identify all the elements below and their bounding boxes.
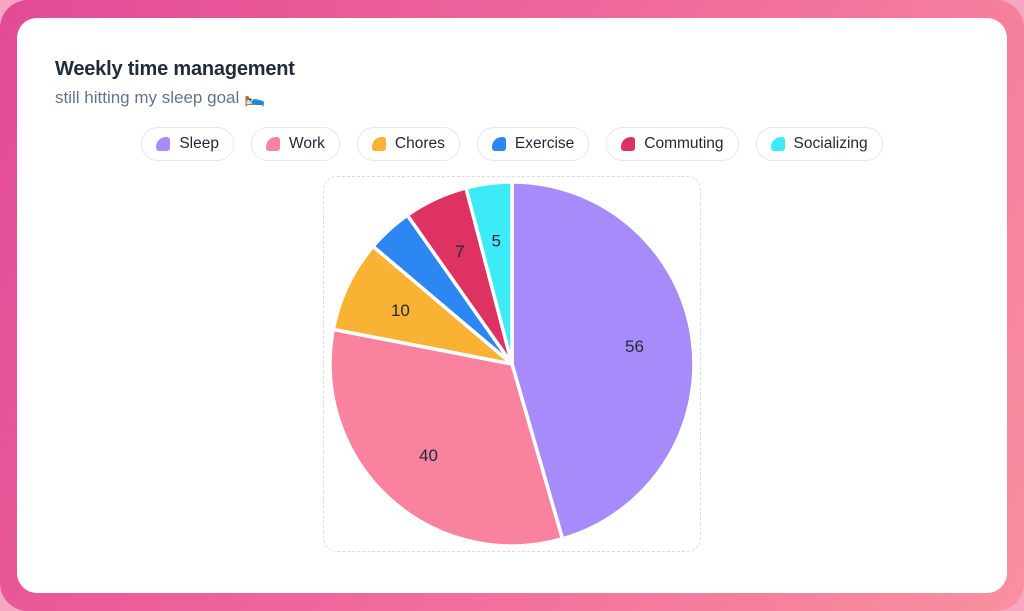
legend-item-exercise[interactable]: Exercise [476, 127, 590, 161]
commuting-swatch-icon [621, 137, 636, 151]
pie-slice-sleep[interactable] [510, 180, 696, 541]
chart-legend: Sleep Work Chores Exercise Commuting Soc… [55, 127, 969, 161]
pie-value-label: 56 [625, 337, 644, 356]
pie-value-label: 40 [419, 446, 438, 465]
page-subtitle: still hitting my sleep goal 🛌 [55, 88, 266, 107]
legend-label: Socializing [793, 135, 868, 153]
legend-label: Exercise [514, 135, 575, 153]
chart-container: 56 40 10 7 5 [323, 176, 701, 552]
sleep-swatch-icon [156, 137, 171, 151]
pie-slice-work[interactable] [328, 327, 565, 548]
legend-label: Sleep [179, 135, 219, 153]
pie-slice-chores[interactable] [331, 244, 514, 366]
legend-item-chores[interactable]: Chores [356, 127, 460, 161]
work-swatch-icon [266, 137, 280, 151]
pie-value-label: 10 [391, 301, 410, 320]
chores-swatch-icon [371, 137, 386, 151]
legend-item-sleep[interactable]: Sleep [141, 127, 234, 161]
legend-item-commuting[interactable]: Commuting [606, 127, 739, 161]
legend-label: Work [289, 135, 325, 153]
legend-label: Commuting [644, 135, 724, 153]
legend-item-socializing[interactable]: Socializing [755, 127, 883, 161]
page-title: Weekly time management [55, 58, 295, 80]
exercise-swatch-icon [491, 137, 506, 151]
pie-chart: 56 40 10 7 5 [328, 180, 696, 548]
legend-item-work[interactable]: Work [251, 127, 340, 161]
pie-slice-socializing[interactable] [464, 180, 514, 366]
pie-value-label: 5 [491, 232, 500, 251]
socializing-swatch-icon [770, 137, 785, 151]
chart-card: Weekly time management still hitting my … [17, 18, 1007, 593]
pie-value-label: 7 [455, 242, 464, 261]
legend-label: Chores [394, 135, 445, 153]
